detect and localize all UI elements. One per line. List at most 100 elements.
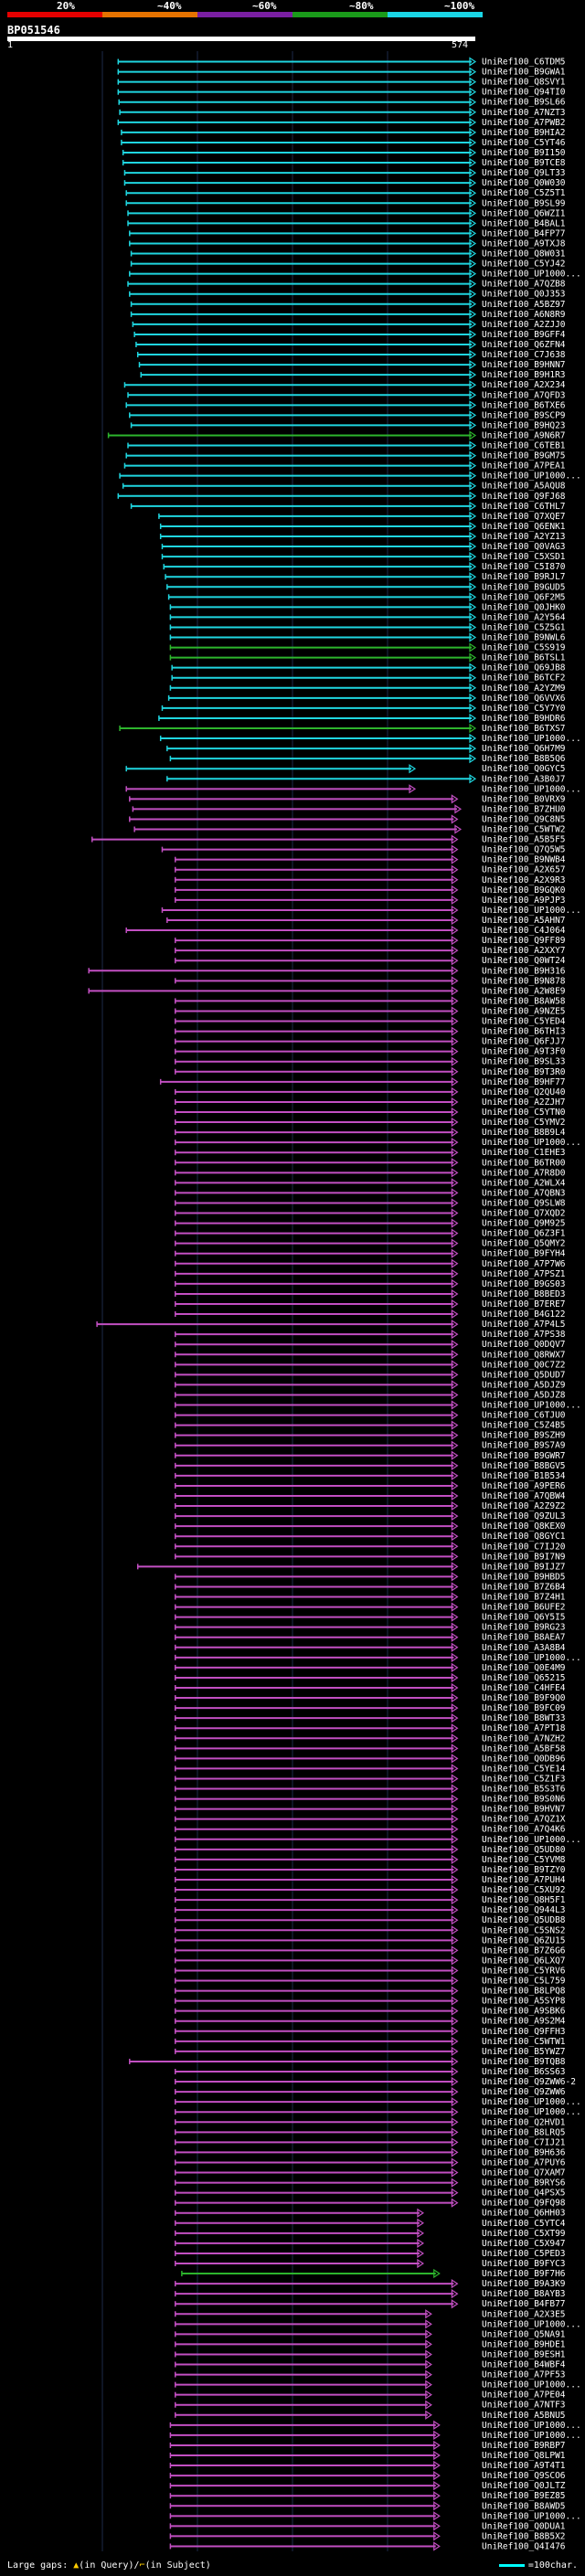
hit-label[interactable]: UniRef100_B9NWB4 <box>482 855 566 865</box>
hit-row[interactable]: UniRef100_B9TQB8 <box>129 2056 566 2067</box>
hit-label[interactable]: UniRef100_B9HDE1 <box>482 2339 566 2349</box>
hit-row[interactable]: UniRef100_A7NZH2 <box>174 1733 566 1744</box>
hit-row[interactable]: UniRef100_B9HBD5 <box>174 1572 566 1582</box>
hit-label[interactable]: UniRef100_C4J064 <box>482 926 566 936</box>
hit-label[interactable]: UniRef100_Q6F2M5 <box>482 592 566 602</box>
hit-row[interactable]: UniRef100_Q6FJJ7 <box>174 1036 566 1047</box>
hit-label[interactable]: UniRef100_UP1000... <box>482 784 581 794</box>
hit-label[interactable]: UniRef100_B8AW58 <box>482 996 566 1006</box>
hit-row[interactable]: UniRef100_Q9ZWW6 <box>174 2086 566 2097</box>
hit-label[interactable]: UniRef100_B9RG23 <box>482 1623 566 1633</box>
hit-label[interactable]: UniRef100_B9GWA1 <box>482 68 566 78</box>
hit-label[interactable]: UniRef100_C5Z5G1 <box>482 622 566 632</box>
hit-label[interactable]: UniRef100_UP1000... <box>482 1401 581 1411</box>
hit-row[interactable]: UniRef100_Q8LPW1 <box>169 2450 566 2461</box>
hit-row[interactable]: UniRef100_B7Z4H1 <box>174 1592 566 1603</box>
hit-row[interactable]: UniRef100_Q94TI0 <box>117 87 566 98</box>
hit-label[interactable]: UniRef100_UP1000... <box>482 1835 581 1845</box>
hit-row[interactable]: UniRef100_B9SCP9 <box>129 410 566 420</box>
hit-row[interactable]: UniRef100_C5YMV2 <box>174 1117 566 1128</box>
hit-label[interactable]: UniRef100_B5S3T6 <box>482 1785 566 1795</box>
hit-row[interactable]: UniRef100_B9SL33 <box>174 1056 566 1067</box>
hit-row[interactable]: UniRef100_B9I7N9 <box>174 1552 566 1562</box>
hit-row[interactable]: UniRef100_B9IJZ7 <box>136 1562 566 1572</box>
hit-row[interactable]: UniRef100_Q0WT24 <box>174 956 566 966</box>
hit-row[interactable]: UniRef100_Q6VVX6 <box>167 693 566 704</box>
hit-label[interactable]: UniRef100_B9N878 <box>482 976 566 986</box>
hit-label[interactable]: UniRef100_UP1000... <box>482 270 581 280</box>
hit-label[interactable]: UniRef100_Q9FF89 <box>482 936 566 946</box>
hit-label[interactable]: UniRef100_C6THL7 <box>482 502 566 512</box>
hit-row[interactable]: UniRef100_B9GWR7 <box>174 1450 566 1461</box>
hit-row[interactable]: UniRef100_Q9FF89 <box>174 935 566 946</box>
hit-row[interactable]: UniRef100_UP1000... <box>161 905 581 916</box>
hit-row[interactable]: UniRef100_B6SS63 <box>174 2066 566 2077</box>
hit-label[interactable]: UniRef100_B9FYC3 <box>482 2259 566 2269</box>
hit-label[interactable]: UniRef100_A9S2M4 <box>482 2017 566 2027</box>
hit-row[interactable]: UniRef100_A7PT18 <box>174 1723 566 1733</box>
hit-row[interactable]: UniRef100_A7PE04 <box>174 2390 566 2401</box>
hit-label[interactable]: UniRef100_B8LPQ8 <box>482 1987 566 1997</box>
hit-label[interactable]: UniRef100_Q0DB96 <box>482 1754 566 1764</box>
hit-row[interactable]: UniRef100_B9NWB4 <box>174 854 566 865</box>
hit-row[interactable]: UniRef100_B9HVN7 <box>174 1804 566 1815</box>
hit-row[interactable]: UniRef100_A2Z9Z2 <box>174 1500 566 1511</box>
hit-label[interactable]: UniRef100_B9HVN7 <box>482 1805 566 1815</box>
hit-row[interactable]: UniRef100_Q0JLTZ <box>169 2481 566 2491</box>
hit-label[interactable]: UniRef100_C7IJ20 <box>482 1542 566 1552</box>
hit-label[interactable]: UniRef100_Q0DUA1 <box>482 2521 566 2531</box>
hit-label[interactable]: UniRef100_B6SS63 <box>482 2067 566 2077</box>
hit-row[interactable]: UniRef100_C5Z4B5 <box>174 1420 566 1431</box>
hit-label[interactable]: UniRef100_A6N8R9 <box>482 310 566 320</box>
hit-row[interactable]: UniRef100_Q5UD80 <box>174 1844 566 1855</box>
hit-label[interactable]: UniRef100_Q8GYC1 <box>482 1532 566 1542</box>
hit-label[interactable]: UniRef100_Q9ZWW6-2 <box>482 2077 576 2087</box>
hit-label[interactable]: UniRef100_A7NZT3 <box>482 108 566 118</box>
hit-row[interactable]: UniRef100_A7Q4K6 <box>174 1824 566 1835</box>
hit-label[interactable]: UniRef100_A9T3F0 <box>482 1047 566 1057</box>
hit-row[interactable]: UniRef100_Q5DUD7 <box>174 1370 566 1380</box>
hit-row[interactable]: UniRef100_A7PUY6 <box>174 2157 566 2168</box>
hit-row[interactable]: UniRef100_A5AHN7 <box>166 915 566 926</box>
hit-row[interactable]: UniRef100_B9SL66 <box>118 97 566 108</box>
hit-label[interactable]: UniRef100_B4FP77 <box>482 228 566 239</box>
hit-row[interactable]: UniRef100_Q6ZU15 <box>174 1935 566 1945</box>
hit-row[interactable]: UniRef100_B9GUD5 <box>166 582 566 592</box>
hit-label[interactable]: UniRef100_B9HNN7 <box>482 360 566 370</box>
hit-row[interactable]: UniRef100_B4FP77 <box>129 228 566 239</box>
hit-label[interactable]: UniRef100_Q9SCO6 <box>482 2471 566 2481</box>
hit-label[interactable]: UniRef100_B4G122 <box>482 1309 566 1320</box>
hit-row[interactable]: UniRef100_C7J638 <box>136 349 566 360</box>
hit-label[interactable]: UniRef100_B4BAL1 <box>482 218 566 228</box>
hit-label[interactable]: UniRef100_Q0C7Z2 <box>482 1360 566 1370</box>
hit-label[interactable]: UniRef100_B4FB77 <box>482 2299 566 2309</box>
hit-label[interactable]: UniRef100_B9RBP7 <box>482 2441 566 2451</box>
hit-row[interactable]: UniRef100_A2ZJJ0 <box>132 319 566 330</box>
hit-row[interactable]: UniRef100_C5YJ42 <box>130 259 566 270</box>
hit-row[interactable]: UniRef100_B6TSL1 <box>169 652 566 663</box>
hit-label[interactable]: UniRef100_C5Z5T1 <box>482 188 566 198</box>
hit-label[interactable]: UniRef100_Q9ZUL3 <box>482 1511 566 1521</box>
hit-label[interactable]: UniRef100_Q69JB8 <box>482 663 566 673</box>
hit-row[interactable]: UniRef100_B4G122 <box>174 1309 566 1320</box>
hit-row[interactable]: UniRef100_Q4PSX5 <box>174 2188 566 2199</box>
hit-label[interactable]: UniRef100_A5BNU5 <box>482 2411 566 2421</box>
hit-label[interactable]: UniRef100_UP1000... <box>482 2319 581 2329</box>
hit-label[interactable]: UniRef100_C5PED3 <box>482 2249 566 2259</box>
hit-label[interactable]: UniRef100_B6THI3 <box>482 1027 566 1037</box>
hit-label[interactable]: UniRef100_Q0JHK0 <box>482 602 566 612</box>
hit-row[interactable]: UniRef100_UP1000... <box>129 269 581 280</box>
hit-row[interactable]: UniRef100_C7IJ20 <box>174 1542 566 1552</box>
hit-row[interactable]: UniRef100_C5I870 <box>163 562 566 572</box>
hit-label[interactable]: UniRef100_B6TR00 <box>482 1158 566 1168</box>
hit-row[interactable]: UniRef100_A6N8R9 <box>130 309 566 320</box>
hit-row[interactable]: UniRef100_A7P4L5 <box>96 1319 566 1330</box>
hit-row[interactable]: UniRef100_Q0W030 <box>123 178 566 188</box>
hit-label[interactable]: UniRef100_Q8LPW1 <box>482 2451 566 2461</box>
hit-row[interactable]: UniRef100_B9FYC3 <box>174 2258 566 2269</box>
hit-label[interactable]: UniRef100_Q8W031 <box>482 249 566 260</box>
hit-row[interactable]: UniRef100_B5S3T6 <box>174 1784 566 1795</box>
hit-label[interactable]: UniRef100_C5YTN0 <box>482 1108 566 1118</box>
hit-label[interactable]: UniRef100_A2W8E9 <box>482 986 566 996</box>
hit-label[interactable]: UniRef100_A5DJZ8 <box>482 1390 566 1400</box>
